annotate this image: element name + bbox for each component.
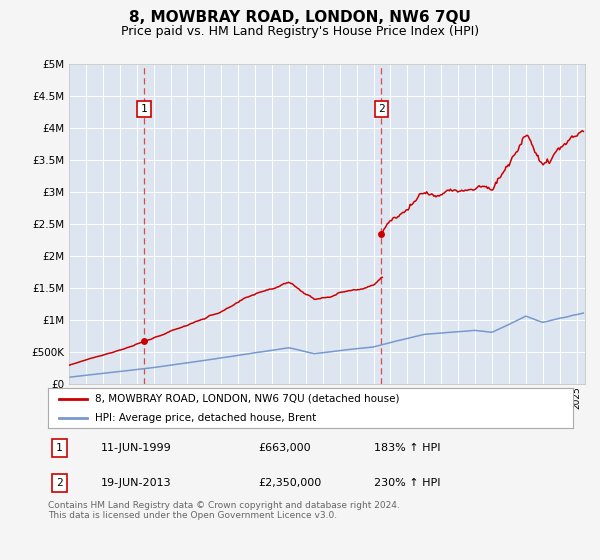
Text: 2: 2 xyxy=(56,478,63,488)
Text: 183% ↑ HPI: 183% ↑ HPI xyxy=(373,443,440,453)
Text: £2,350,000: £2,350,000 xyxy=(258,478,321,488)
Text: Price paid vs. HM Land Registry's House Price Index (HPI): Price paid vs. HM Land Registry's House … xyxy=(121,25,479,39)
Text: 11-JUN-1999: 11-JUN-1999 xyxy=(101,443,171,453)
Text: 1: 1 xyxy=(141,104,148,114)
Text: 2: 2 xyxy=(378,104,385,114)
Text: 8, MOWBRAY ROAD, LONDON, NW6 7QU: 8, MOWBRAY ROAD, LONDON, NW6 7QU xyxy=(129,11,471,25)
Text: 1: 1 xyxy=(56,443,63,453)
Text: Contains HM Land Registry data © Crown copyright and database right 2024.
This d: Contains HM Land Registry data © Crown c… xyxy=(48,501,400,520)
Text: £663,000: £663,000 xyxy=(258,443,311,453)
Text: 8, MOWBRAY ROAD, LONDON, NW6 7QU (detached house): 8, MOWBRAY ROAD, LONDON, NW6 7QU (detach… xyxy=(95,394,400,404)
Text: 19-JUN-2013: 19-JUN-2013 xyxy=(101,478,171,488)
Text: 230% ↑ HPI: 230% ↑ HPI xyxy=(373,478,440,488)
Text: HPI: Average price, detached house, Brent: HPI: Average price, detached house, Bren… xyxy=(95,413,317,422)
